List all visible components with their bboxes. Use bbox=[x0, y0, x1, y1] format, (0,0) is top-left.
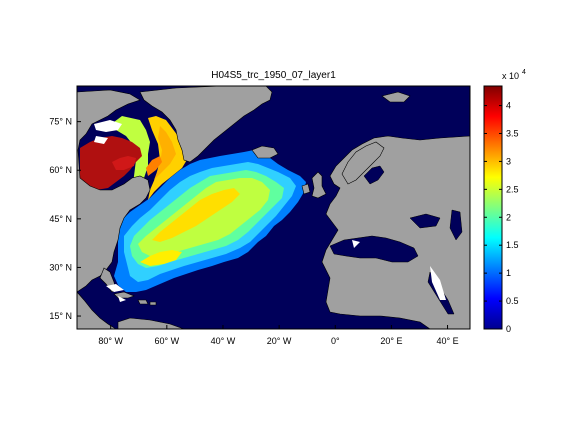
lon-tick-label: 80° W bbox=[98, 336, 123, 346]
masked-areas bbox=[94, 120, 446, 302]
lat-tick-label: 75° N bbox=[49, 117, 72, 127]
sea-baltic bbox=[363, 165, 385, 185]
longitude-axis: 80° W 60° W 40° W 20° W 0° 20° E 40° E bbox=[98, 325, 459, 346]
lat-tick-label: 30° N bbox=[49, 262, 72, 272]
lon-tick-label: 40° W bbox=[211, 336, 236, 346]
map-panel bbox=[77, 86, 470, 329]
colorbar-ticks: 0 0.5 1 1.5 2 2.5 3 3.5 4 bbox=[484, 101, 519, 334]
sea-black bbox=[409, 213, 441, 229]
land-greenland bbox=[139, 86, 273, 163]
lon-tick-label: 40° E bbox=[436, 336, 458, 346]
land-svalbard bbox=[381, 91, 411, 103]
colorbar-gradient bbox=[483, 85, 503, 330]
sea-mediterranean bbox=[329, 235, 419, 263]
colorbar-exponent: 4 bbox=[522, 69, 526, 76]
sea-caspian bbox=[449, 209, 463, 241]
lon-tick-label: 0° bbox=[331, 336, 340, 346]
land-iceland bbox=[251, 145, 279, 159]
colorbar-tick-label: 2.5 bbox=[506, 184, 519, 194]
lat-tick-label: 45° N bbox=[49, 214, 72, 224]
colorbar-tick-label: 4 bbox=[506, 101, 511, 111]
land-central-america bbox=[77, 291, 117, 329]
land-caribbean bbox=[113, 291, 157, 306]
colorbar-tick-label: 3 bbox=[506, 156, 511, 166]
colorbar-tick-label: 0 bbox=[506, 324, 511, 334]
colorbar-tick-label: 1 bbox=[506, 268, 511, 278]
colorbar-tick-label: 2 bbox=[506, 212, 511, 222]
lon-tick-label: 60° W bbox=[155, 336, 180, 346]
map-title: H04S5_trc_1950_07_layer1 bbox=[211, 70, 336, 81]
latitude-axis: 75° N 60° N 45° N 30° N 15° N bbox=[49, 117, 81, 321]
lat-tick-label: 60° N bbox=[49, 165, 72, 175]
land-south-america bbox=[117, 317, 185, 329]
colorbar-tick-label: 1.5 bbox=[506, 240, 519, 250]
colorbar-tick-label: 3.5 bbox=[506, 128, 519, 138]
colorbar-multiplier: x 10 bbox=[502, 71, 519, 81]
map-frame bbox=[76, 85, 471, 330]
land-britain bbox=[311, 171, 327, 199]
lon-tick-label: 20° W bbox=[267, 336, 292, 346]
colorbar: 0 0.5 1 1.5 2 2.5 3 3.5 4 x 10 4 bbox=[483, 69, 526, 334]
land-scandinavia bbox=[341, 141, 385, 185]
lon-tick-label: 20° E bbox=[380, 336, 402, 346]
land-ireland bbox=[301, 183, 311, 195]
lat-tick-label: 15° N bbox=[49, 311, 72, 321]
colorbar-tick-label: 0.5 bbox=[506, 296, 519, 306]
tracer-field bbox=[80, 116, 306, 292]
